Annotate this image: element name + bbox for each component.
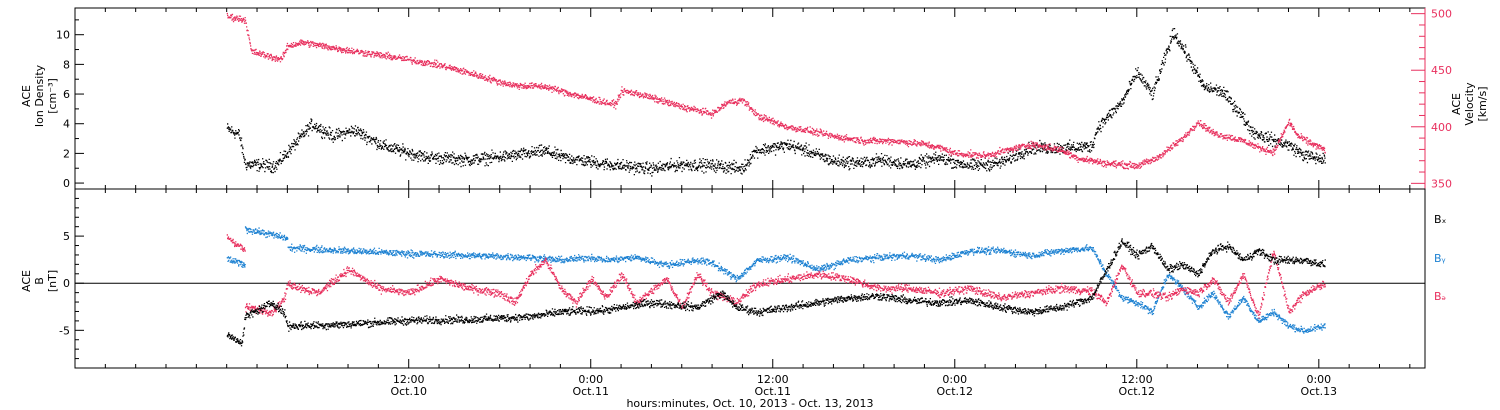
x-tick-time-3: 0:00	[942, 373, 967, 386]
bottom-ylabel-line1: ACE	[20, 270, 33, 292]
bz-series	[226, 234, 1326, 319]
top-right-tick-label-1: 400	[1431, 121, 1452, 134]
top-right-tick-label-3: 500	[1431, 8, 1452, 21]
top-right-ylabel-line2: Velocity	[1463, 82, 1476, 126]
top-left-tick-label-1: 2	[63, 147, 70, 160]
top-right-ylabel-line1: ACE	[1450, 93, 1463, 115]
x-tick-time-1: 0:00	[578, 373, 603, 386]
x-tick-time-2: 12:00	[757, 373, 789, 386]
bottom-tick-label-2: 5	[63, 230, 70, 243]
top-left-tick-label-2: 4	[63, 118, 70, 131]
x-tick-date-1: Oct.11	[572, 385, 609, 398]
top-panel: 0 2 4 6 8 10 350 400 450 500	[56, 7, 1452, 190]
x-tick-time-0: 12:00	[393, 373, 425, 386]
by-series-points	[226, 226, 1326, 334]
x-axis-label: hours:minutes, Oct. 10, 2013 - Oct. 13, …	[626, 397, 873, 410]
bx-series	[226, 238, 1326, 347]
bottom-frame	[74, 188, 1426, 369]
density-series-points	[226, 28, 1326, 177]
legend-by: Bᵧ	[1434, 252, 1446, 265]
density-series	[226, 28, 1326, 177]
x-tick-time-4: 12:00	[1121, 373, 1153, 386]
x-tick-date-5: Oct.13	[1301, 385, 1338, 398]
bottom-tick-label-0: -5	[59, 324, 70, 337]
top-ylabel-line1: ACE	[20, 85, 33, 107]
bottom-ylabel-line2: B	[33, 277, 46, 285]
bottom-panel: -5 0 5	[59, 188, 1426, 369]
top-right-tick-label-0: 350	[1431, 177, 1452, 190]
top-left-tick-label-0: 0	[63, 177, 70, 190]
x-tick-date-0: Oct.10	[390, 385, 427, 398]
top-ylabel-line3: [cm⁻³]	[46, 78, 59, 114]
x-tick-date-2: Oct.11	[754, 385, 791, 398]
x-axis: 12:00Oct.100:00Oct.1112:00Oct.110:00Oct.…	[74, 8, 1411, 398]
legend-bz: Bₔ	[1434, 290, 1446, 303]
x-tick-time-5: 0:00	[1306, 373, 1331, 386]
top-left-tick-label-5: 10	[56, 29, 70, 42]
bx-series-points	[226, 238, 1326, 347]
bz-series-points	[226, 234, 1326, 319]
top-right-ylabel-line3: [km/s]	[1476, 86, 1489, 121]
top-left-tick-label-3: 6	[63, 88, 70, 101]
bottom-ylabel-line3: [nT]	[46, 270, 59, 292]
by-series	[226, 226, 1326, 334]
top-ylabel-line2: Ion Density	[33, 64, 46, 127]
top-right-tick-label-2: 450	[1431, 64, 1452, 77]
top-left-tick-label-4: 8	[63, 58, 70, 71]
legend-bx: Bₓ	[1434, 213, 1447, 226]
bottom-tick-label-1: 0	[63, 277, 70, 290]
x-tick-date-3: Oct.12	[937, 385, 974, 398]
x-tick-date-4: Oct.12	[1119, 385, 1156, 398]
